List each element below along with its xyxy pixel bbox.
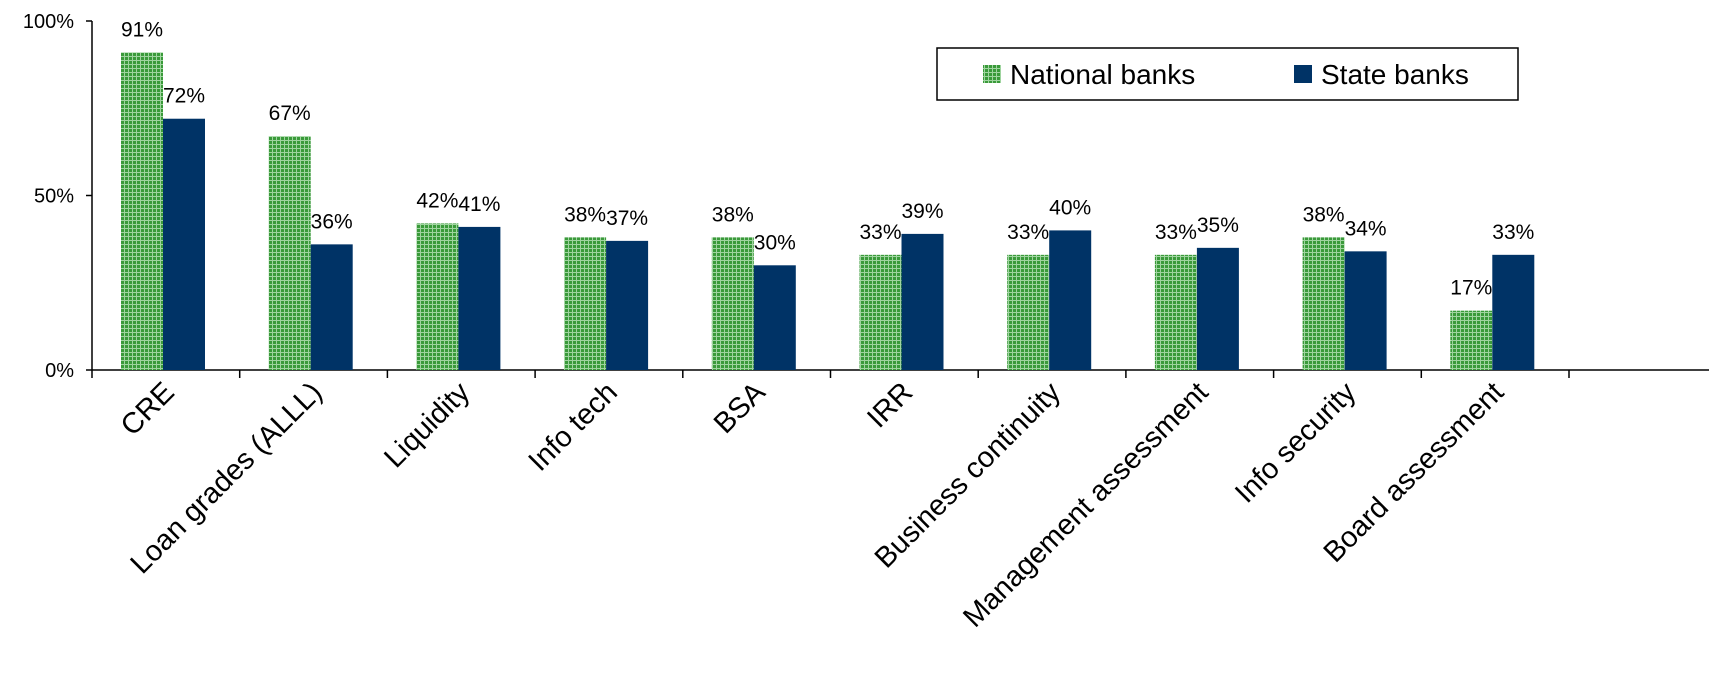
national-bank-bar	[1302, 237, 1345, 370]
state-bank-data-label: 37%	[606, 207, 648, 230]
y-tick-label: 0%	[45, 360, 74, 382]
state-bank-bar	[753, 265, 796, 370]
state-bank-data-label: 40%	[1049, 196, 1091, 219]
legend-label-state: State banks	[1321, 59, 1469, 90]
x-tick-label: Info tech	[523, 376, 624, 477]
national-bank-data-label: 91%	[121, 18, 163, 41]
national-bank-data-label: 42%	[416, 189, 458, 212]
national-bank-data-label: 38%	[564, 203, 606, 226]
state-bank-bar	[1344, 251, 1387, 370]
state-bank-bar	[310, 244, 353, 370]
y-tick-label: 50%	[34, 186, 74, 208]
national-bank-data-label: 67%	[269, 102, 311, 125]
x-tick-label: Management assessment	[957, 376, 1214, 633]
state-bank-data-label: 41%	[458, 193, 500, 216]
legend-box	[936, 47, 1519, 101]
national-bank-bar	[268, 136, 311, 370]
national-bank-bar	[859, 254, 902, 370]
state-bank-bar	[458, 226, 501, 370]
state-bank-bar	[901, 233, 944, 370]
national-bank-bar	[711, 237, 754, 370]
state-bank-data-label: 36%	[311, 210, 353, 233]
x-tick-label: CRE	[115, 376, 181, 442]
legend: National banks State banks	[936, 47, 1519, 101]
national-bank-bar	[564, 237, 607, 370]
x-tick-label: IRR	[861, 376, 919, 434]
state-bank-data-label: 35%	[1197, 214, 1239, 237]
x-tick-label: Info security	[1229, 376, 1363, 510]
national-bank-bar	[1154, 254, 1197, 370]
x-tick-label: Liquidity	[378, 376, 476, 474]
state-bank-data-label: 72%	[163, 85, 205, 108]
legend-swatch-state	[1294, 65, 1312, 83]
national-bank-data-label: 38%	[712, 203, 754, 226]
state-bank-bar	[1196, 247, 1239, 370]
state-bank-data-label: 34%	[1345, 217, 1387, 240]
national-bank-bar	[121, 52, 163, 370]
state-bank-bar	[1049, 230, 1092, 370]
national-bank-data-label: 33%	[859, 221, 901, 244]
national-bank-data-label: 33%	[1155, 221, 1197, 244]
legend-swatch-national	[983, 65, 1001, 83]
national-bank-bar	[1450, 310, 1493, 370]
national-bank-bar	[416, 223, 459, 370]
x-tick-label: BSA	[708, 376, 772, 440]
state-bank-bar	[1492, 254, 1535, 370]
state-bank-data-label: 33%	[1492, 221, 1534, 244]
state-bank-bar	[163, 118, 205, 370]
y-tick-label: 100%	[23, 11, 74, 33]
national-bank-data-label: 33%	[1007, 221, 1049, 244]
legend-label-national: National banks	[1010, 59, 1195, 90]
state-bank-data-label: 30%	[754, 231, 796, 254]
national-bank-data-label: 17%	[1450, 277, 1492, 300]
state-bank-bar	[606, 240, 649, 370]
national-bank-data-label: 38%	[1303, 203, 1345, 226]
state-bank-data-label: 39%	[901, 200, 943, 223]
national-bank-bar	[1007, 254, 1050, 370]
